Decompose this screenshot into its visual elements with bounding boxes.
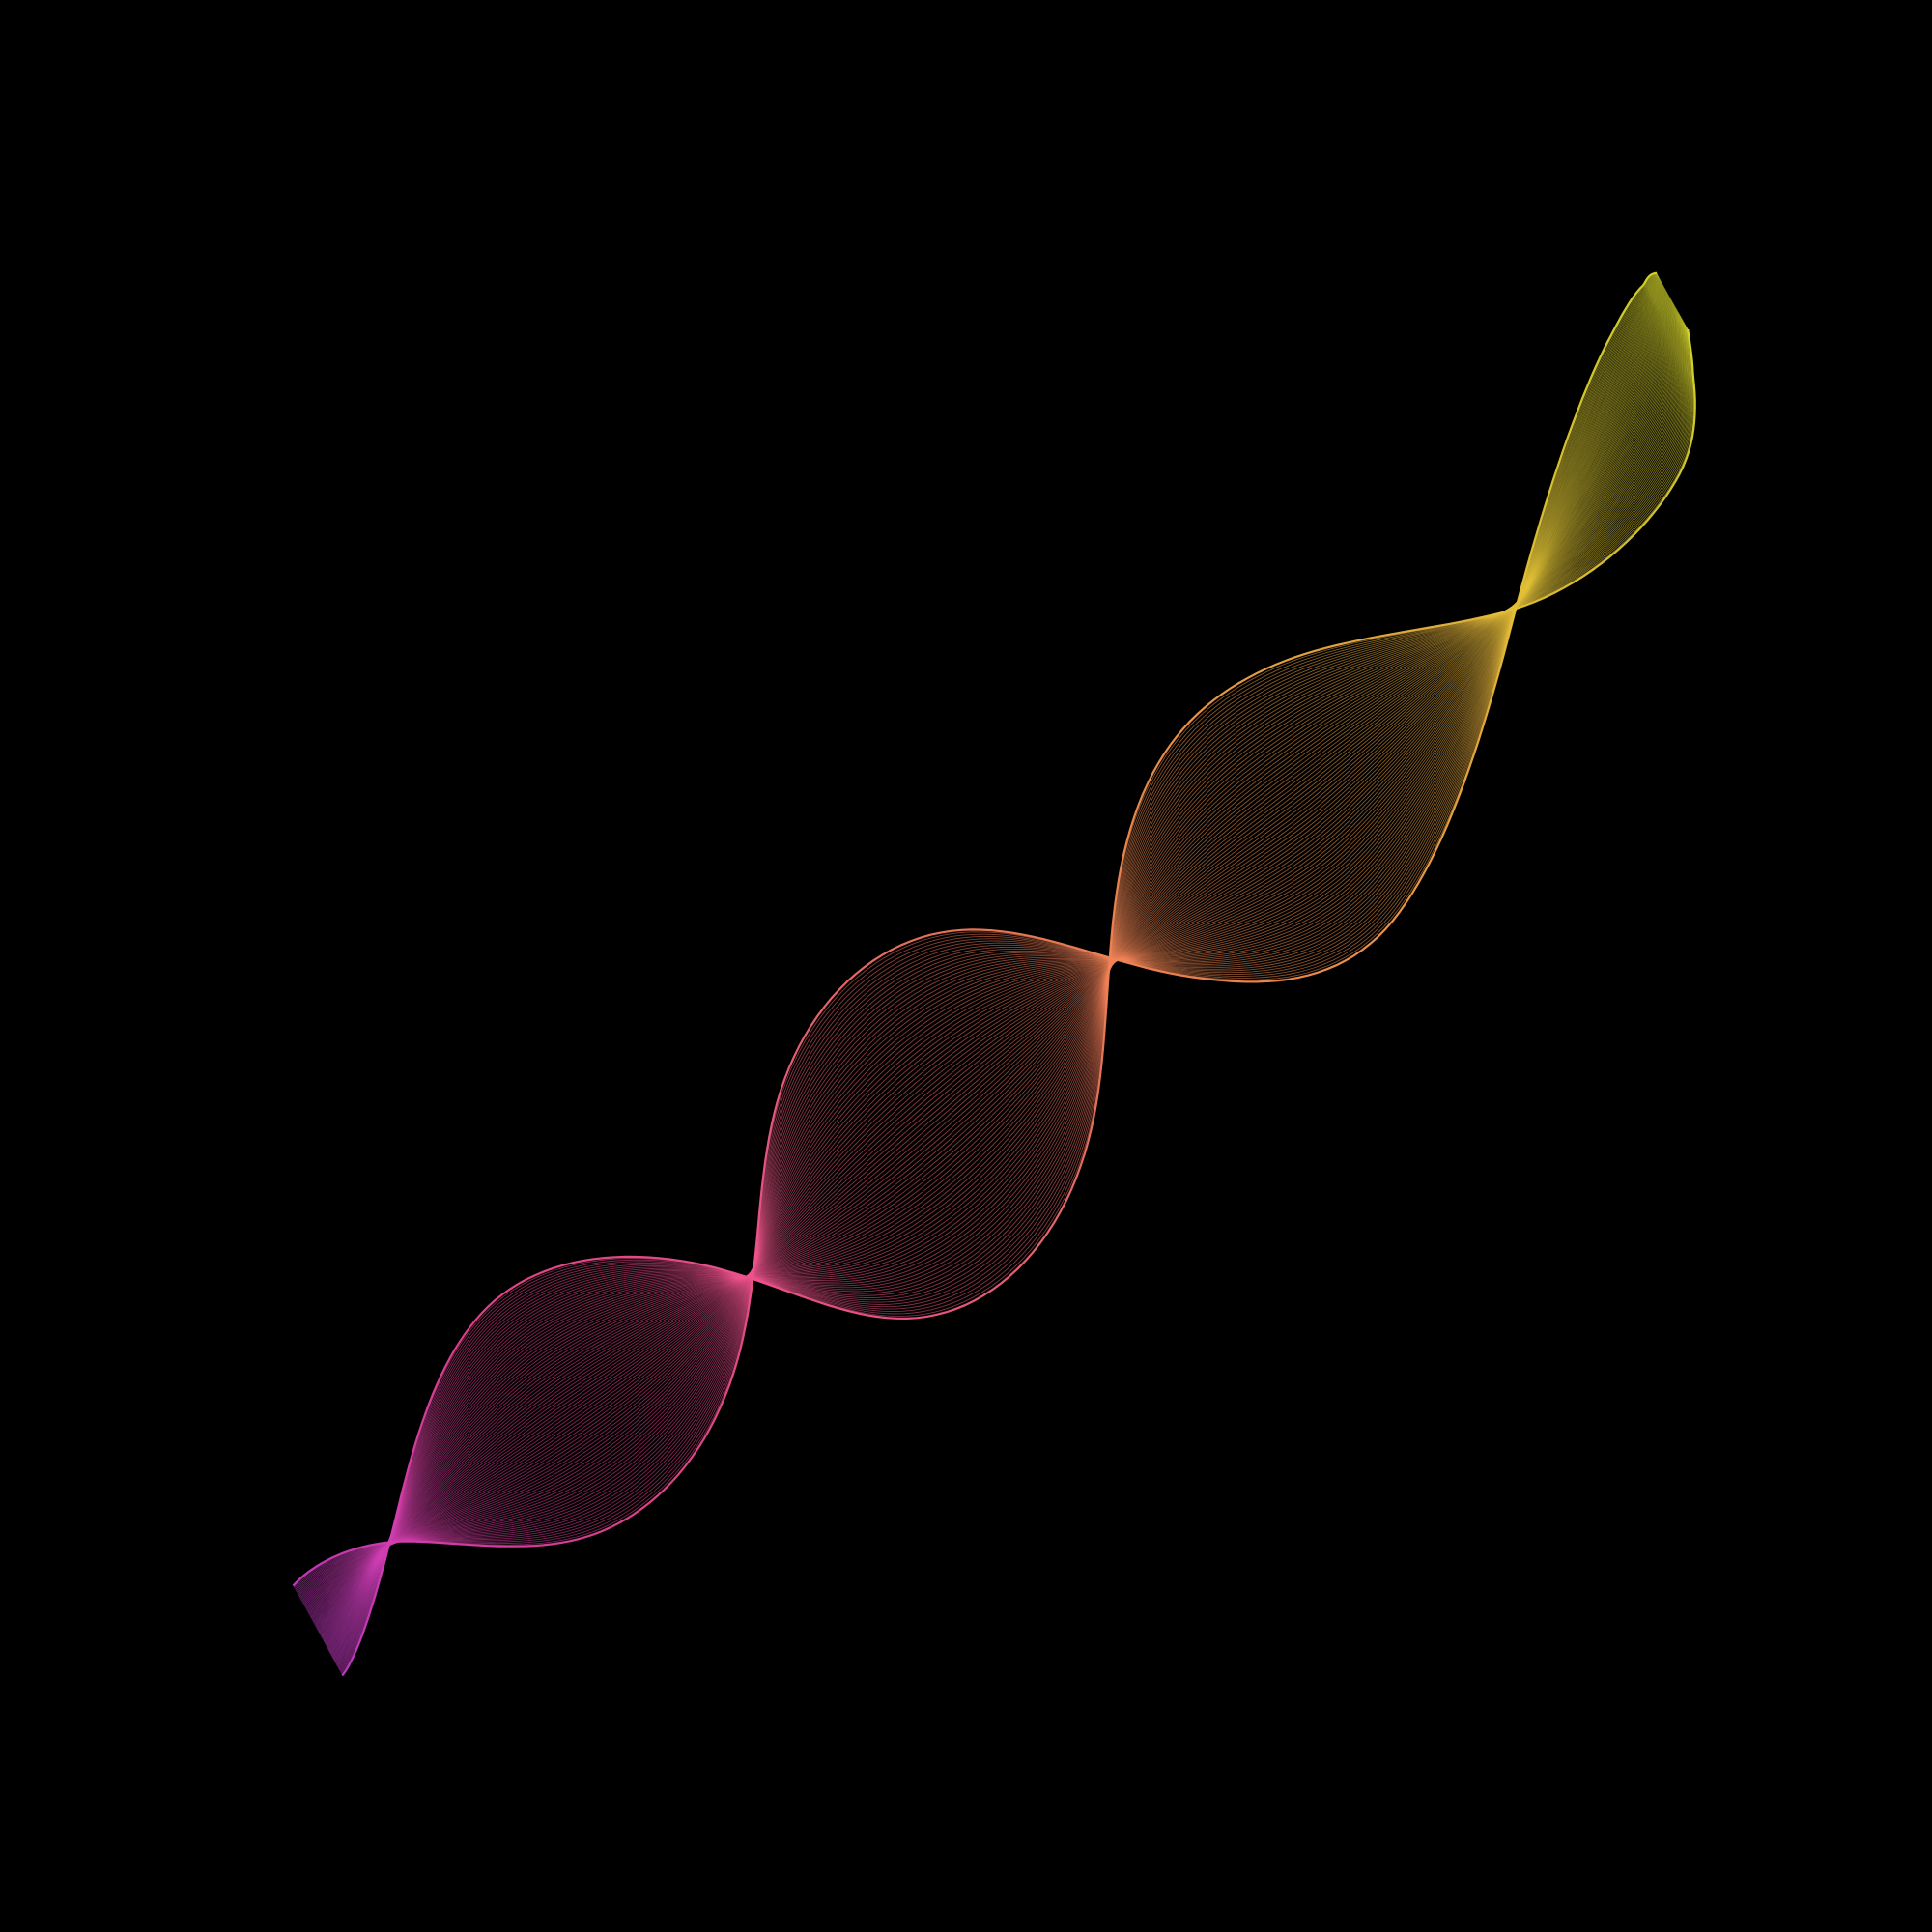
ribbon-line	[312, 287, 1665, 1623]
ribbon-line	[311, 285, 1664, 1620]
ribbon-line	[324, 302, 1674, 1644]
ribbon-line	[308, 283, 1663, 1615]
ribbon-line	[329, 311, 1679, 1655]
ribbon-line	[302, 278, 1661, 1605]
ribbon-line	[335, 321, 1687, 1664]
ribbon-line	[310, 285, 1664, 1619]
ribbon-line	[327, 307, 1677, 1650]
ribbon-line	[333, 318, 1684, 1662]
ribbon-line	[321, 297, 1671, 1637]
ribbon-line	[319, 294, 1669, 1634]
ribbon-line	[325, 303, 1674, 1645]
ribbon-line	[340, 327, 1693, 1673]
ribbon-line	[297, 274, 1659, 1594]
ribbon-line	[322, 298, 1672, 1639]
ribbon-line	[300, 277, 1661, 1602]
ribbon-line	[314, 288, 1666, 1625]
ribbon-line	[315, 290, 1666, 1627]
ribbon-line	[295, 274, 1659, 1592]
ribbon-line	[334, 319, 1686, 1663]
ribbon-line	[313, 288, 1665, 1624]
ribbon-line	[317, 292, 1668, 1630]
ribbon-line	[332, 316, 1683, 1660]
ribbon-line	[323, 300, 1673, 1642]
ribbon-line	[331, 315, 1682, 1658]
ribbon-line	[327, 308, 1677, 1651]
ribbon-line	[312, 286, 1665, 1622]
ribbon-line	[325, 303, 1675, 1646]
ribbon-line	[327, 307, 1676, 1649]
ribbon-line	[335, 320, 1687, 1664]
ribbon-line	[306, 281, 1662, 1610]
ribbon-line	[295, 273, 1658, 1590]
ribbon-line	[326, 304, 1675, 1647]
ribbon-line	[298, 275, 1659, 1597]
ribbon-line	[304, 279, 1662, 1607]
ribbon-line	[320, 296, 1670, 1635]
ribbon-line	[303, 279, 1661, 1606]
ribbon-line	[307, 282, 1662, 1613]
ribbon-line	[301, 278, 1661, 1603]
ribbon-line	[339, 327, 1693, 1672]
ribbon-line-group	[292, 271, 1696, 1677]
ribbon-line	[326, 305, 1675, 1647]
ribbon-line	[293, 272, 1658, 1588]
ribbon-line	[341, 328, 1695, 1675]
ribbon-line	[333, 317, 1684, 1661]
ribbon-line	[340, 327, 1694, 1674]
ribbon-line	[309, 284, 1663, 1618]
ribbon-line	[298, 275, 1659, 1595]
ribbon-line	[338, 325, 1691, 1670]
ribbon-line	[331, 314, 1681, 1657]
ribbon-line	[320, 297, 1670, 1636]
ribbon-line	[317, 292, 1668, 1631]
ribbon-line	[318, 293, 1668, 1632]
ribbon-line	[329, 311, 1679, 1654]
ribbon-line	[327, 306, 1676, 1648]
ribbon-line	[292, 271, 1658, 1587]
ribbon-line	[336, 322, 1689, 1666]
ribbon-line	[337, 323, 1690, 1667]
ribbon-line	[309, 284, 1663, 1616]
ribbon-line	[299, 277, 1660, 1600]
ribbon-line	[334, 319, 1685, 1662]
ribbon-line	[328, 309, 1678, 1652]
ribbon-line	[328, 310, 1678, 1653]
ribbon-line	[336, 322, 1688, 1665]
ribbon-line	[322, 299, 1672, 1640]
ribbon-line	[330, 313, 1680, 1656]
ribbon-line	[294, 273, 1658, 1589]
ribbon-line	[324, 301, 1673, 1643]
ribbon-line	[323, 299, 1672, 1641]
ribbon-line	[299, 276, 1660, 1599]
ribbon-line	[315, 290, 1667, 1628]
ribbon-line	[304, 280, 1662, 1608]
ribbon-line	[332, 315, 1682, 1659]
ribbon-line	[314, 289, 1666, 1626]
ribbon-line	[316, 291, 1667, 1629]
ribbon-line	[298, 276, 1660, 1598]
ribbon-line	[305, 280, 1662, 1609]
ribbon-line	[306, 281, 1662, 1612]
ribbon-line	[296, 274, 1659, 1593]
ribbon-line	[319, 295, 1669, 1634]
ribbon-line	[341, 328, 1696, 1677]
ribbon-line	[339, 326, 1692, 1671]
ribbon-line	[301, 278, 1661, 1604]
ribbon-line	[318, 294, 1669, 1633]
ribbon-line	[330, 312, 1680, 1655]
ribbon-line	[311, 286, 1664, 1621]
ribbon-line	[337, 324, 1690, 1668]
ribbon-line	[321, 298, 1671, 1638]
ribbon-line	[307, 282, 1662, 1614]
ribbon-line	[338, 325, 1690, 1669]
